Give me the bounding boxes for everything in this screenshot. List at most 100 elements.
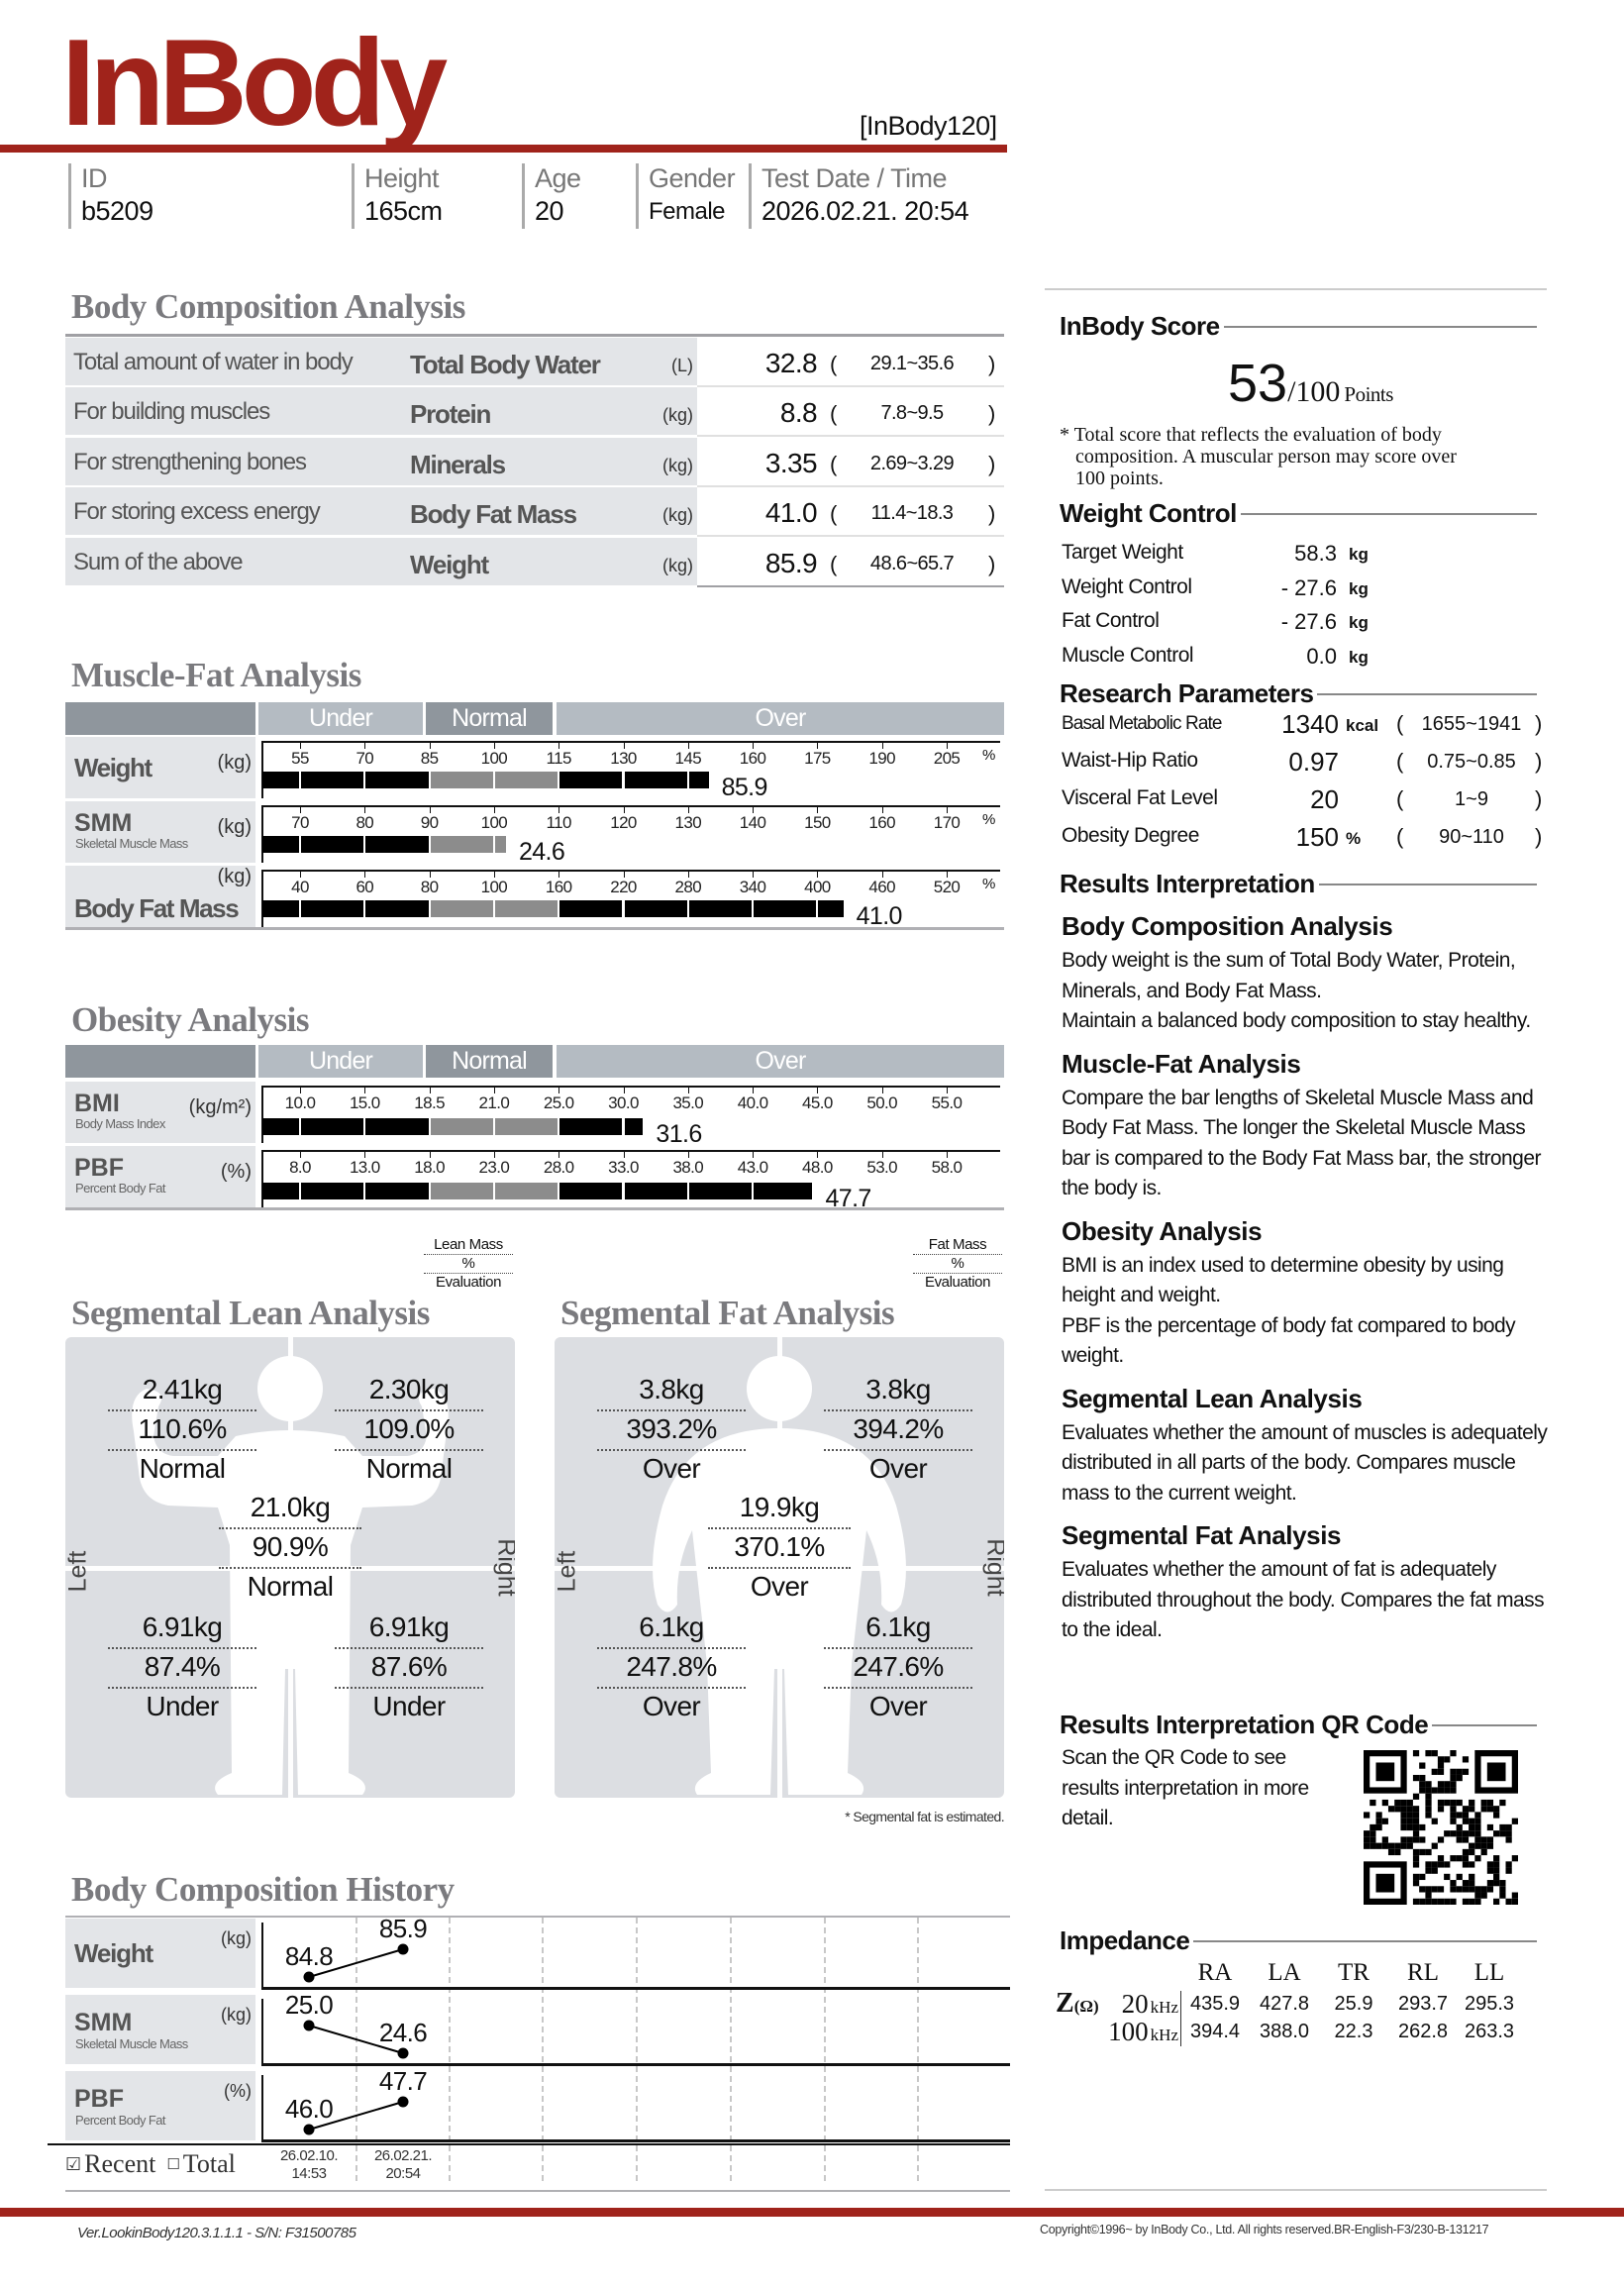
qr-module [1431, 1867, 1438, 1874]
tick-mark [300, 1151, 301, 1158]
inbody-score-heading-text: InBody Score [1060, 311, 1220, 341]
qr-text: Scan the QR Code to see results interpre… [1062, 1746, 1309, 1829]
row-unit: (kg) [221, 2005, 252, 2025]
tick-label: 53.0 [866, 1158, 898, 1177]
mfa-bottom-line [65, 927, 1004, 930]
qr-module [1431, 1886, 1438, 1893]
qr-module [1486, 1836, 1494, 1843]
bar-segment [754, 900, 817, 917]
row-subname: Skeletal Muscle Mass [75, 836, 188, 851]
segmental_lean-panel: Left Right 2.41kg 110.6% Normal 2.30kg 109.0% N… [65, 1337, 515, 1798]
legend-item: Evaluation [435, 1274, 502, 1291]
dotted-divider [824, 1687, 972, 1689]
history-date: 26.02.21. 20:54 [374, 2147, 433, 2183]
total-label[interactable]: Total [182, 2149, 236, 2178]
obesity-row-label-pbf: PBF Percent Body Fat (%) [65, 1146, 255, 1207]
tick-label: 520 [933, 878, 961, 896]
history-gridline [355, 1918, 357, 2181]
interpretation-heading: Segmental Lean Analysis [1062, 1383, 1363, 1413]
score-note-line: 100 points. [1075, 468, 1164, 489]
recent-checkbox[interactable]: ☑ [65, 2153, 82, 2175]
qr-module [1480, 1842, 1487, 1849]
bca-paren-open: ( [830, 451, 838, 476]
row-name: BMI [74, 1090, 120, 1117]
qr-module [1474, 1855, 1481, 1862]
qr-heading-text: Results Interpretation QR Code [1060, 1710, 1429, 1739]
qr-module [1419, 1823, 1426, 1831]
qr-module [1437, 1886, 1445, 1893]
research-paren-close: ) [1535, 711, 1543, 736]
bar-segment [559, 1118, 623, 1135]
tick-mark [493, 1151, 495, 1158]
segment-upper-right-percent: 394.2% [853, 1413, 944, 1444]
qr-module [1493, 1806, 1500, 1813]
qr-module [1450, 1787, 1457, 1794]
qr-heading: Results Interpretation QR Code [1060, 1710, 1537, 1740]
bar-segment [494, 900, 558, 917]
tick-label: 50.0 [866, 1093, 898, 1112]
qr-module [1400, 1823, 1407, 1831]
heading-rule [1193, 1939, 1537, 1942]
dotted-divider [108, 1687, 256, 1689]
qr-module [1456, 1886, 1463, 1893]
interpretation-section: Segmental Fat Analysis Evaluates whether … [1062, 1520, 1552, 1646]
bca-name: Body Fat Mass [410, 499, 577, 530]
dotted-divider [824, 1409, 972, 1411]
qr-module [1493, 1812, 1500, 1819]
history-line-segment [308, 2025, 404, 2054]
research-range: 1655~1941 [1421, 713, 1522, 735]
weight-control-unit: kg [1349, 578, 1369, 598]
bca-row-line [697, 435, 1004, 438]
segment-trunk-mass: 19.9kg [739, 1492, 820, 1522]
bar-segment [301, 900, 364, 917]
qr-module [1462, 1898, 1470, 1905]
inbody-logo: InBody [61, 15, 448, 152]
qr-module [1450, 1812, 1457, 1819]
segment-trunk-percent: 90.9% [252, 1531, 329, 1562]
qr-module [1412, 1830, 1420, 1837]
qr-module [1400, 1812, 1407, 1819]
tick-mark [687, 871, 689, 878]
bar-segment [430, 900, 493, 917]
recent-label[interactable]: Recent [84, 2149, 156, 2178]
bar-segment [365, 836, 429, 853]
tick-mark [687, 1087, 689, 1093]
qr-module [1412, 1873, 1420, 1881]
segment-upper-left-eval: Over [642, 1453, 701, 1484]
bca-name: Minerals [410, 449, 506, 479]
qr-description: Scan the QR Code to see results interpre… [1062, 1743, 1309, 1834]
qr-code[interactable] [1364, 1750, 1518, 1905]
qr-module [1370, 1823, 1376, 1831]
tick-label: 220 [610, 878, 637, 896]
segmental-fat-footnote: * Segmental fat is estimated. [845, 1809, 1004, 1824]
qr-module [1469, 1842, 1475, 1849]
tick-label: 100 [480, 813, 508, 832]
right-top-line [1045, 288, 1547, 290]
qr-module [1456, 1836, 1463, 1843]
total-checkbox[interactable]: ☐ [166, 2155, 180, 2173]
segmental_lean-title: Segmental Lean Analysis [71, 1294, 430, 1332]
info-id: ID b5209 [68, 163, 153, 229]
tick-mark [429, 871, 431, 878]
tick-label: 18.0 [414, 1158, 445, 1177]
tick-label: 45.0 [802, 1093, 833, 1112]
tick-label: 80 [420, 878, 439, 896]
info-value: Female [649, 198, 726, 225]
qr-module [1469, 1880, 1475, 1887]
bca-paren-close: ) [988, 501, 996, 527]
history-gridline [730, 1918, 732, 2181]
qr-module [1469, 1873, 1475, 1881]
qr-module [1375, 1842, 1382, 1849]
segment-upper-right-mass: 2.30kg [368, 1374, 450, 1404]
impedance-heading-text: Impedance [1060, 1925, 1190, 1955]
tick-mark [687, 806, 689, 813]
history-axis [261, 2075, 263, 2139]
qr-module [1431, 1898, 1438, 1905]
qr-module [1437, 1861, 1445, 1868]
qr-module [1444, 1898, 1451, 1905]
qr-module [1406, 1799, 1413, 1807]
qr-module [1456, 1812, 1463, 1819]
bar-axis-line [261, 805, 263, 863]
segmental_lean-legend: Lean Mass% Evaluation [424, 1236, 513, 1292]
qr-module [1406, 1842, 1413, 1849]
